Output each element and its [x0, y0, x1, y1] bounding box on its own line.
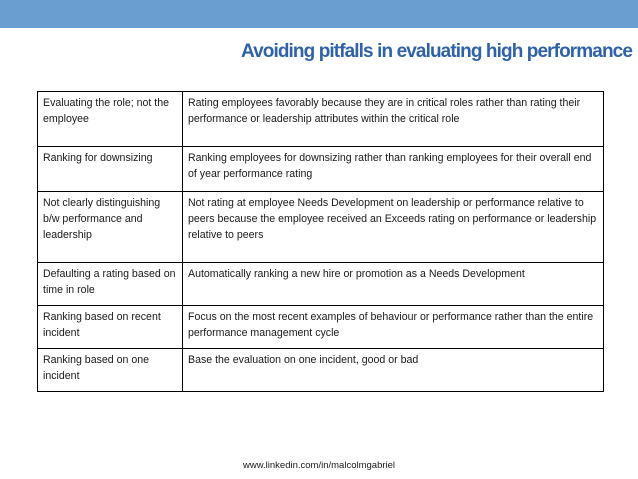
table-row: Ranking based on recent incident Focus o… [37, 305, 604, 349]
top-banner [0, 0, 638, 28]
description-cell: Not rating at employee Needs Development… [182, 191, 604, 263]
footer-link[interactable]: www.linkedin.com/in/malcolmgabriel [242, 460, 396, 471]
table-row: Defaulting a rating based on time in rol… [37, 262, 604, 306]
pitfall-cell: Defaulting a rating based on time in rol… [37, 262, 183, 306]
table-row: Evaluating the role; not the employee Ra… [37, 91, 604, 147]
pitfall-cell: Ranking for downsizing [37, 146, 183, 192]
description-cell: Automatically ranking a new hire or prom… [182, 262, 604, 306]
slide-title: Avoiding pitfalls in evaluating high per… [240, 41, 633, 62]
pitfall-cell: Evaluating the role; not the employee [37, 91, 183, 147]
table-row: Ranking based on one incident Base the e… [37, 348, 604, 392]
description-cell: Base the evaluation on one incident, goo… [182, 348, 604, 392]
pitfall-cell: Not clearly distinguishing b/w performan… [37, 191, 183, 263]
description-cell: Ranking employees for downsizing rather … [182, 146, 604, 192]
pitfalls-table: Evaluating the role; not the employee Ra… [37, 91, 604, 392]
description-cell: Focus on the most recent examples of beh… [182, 305, 604, 349]
table-row: Not clearly distinguishing b/w performan… [37, 191, 604, 263]
pitfall-cell: Ranking based on recent incident [37, 305, 183, 349]
table-row: Ranking for downsizing Ranking employees… [37, 146, 604, 192]
pitfall-cell: Ranking based on one incident [37, 348, 183, 392]
description-cell: Rating employees favorably because they … [182, 91, 604, 147]
